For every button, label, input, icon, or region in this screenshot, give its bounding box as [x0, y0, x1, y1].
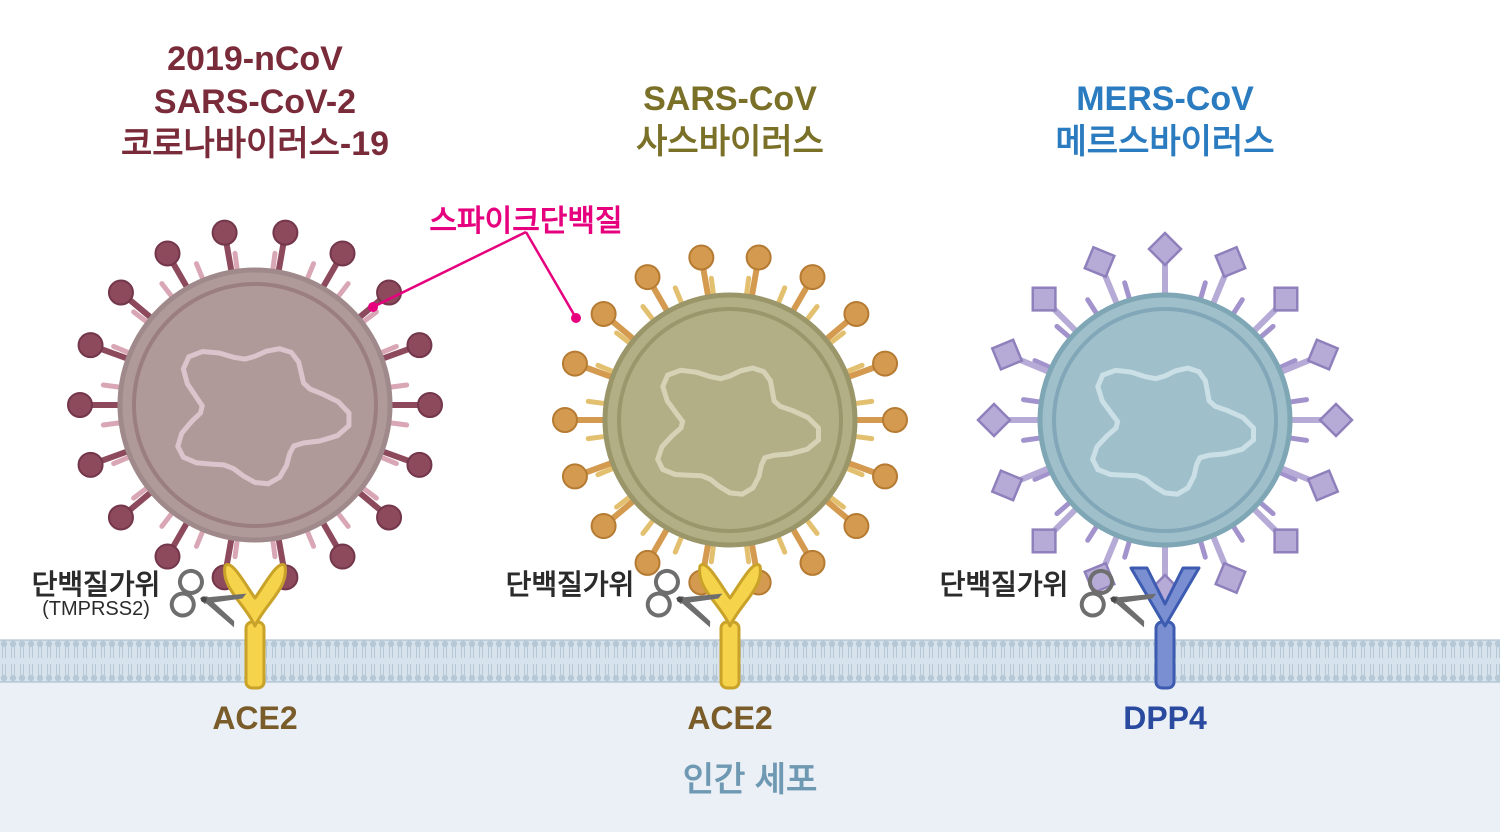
- protease-label: 단백질가위(TMPRSS2): [6, 570, 186, 620]
- receptor-label: ACE2: [660, 700, 800, 737]
- spike-protein-label: 스파이크단백질: [406, 196, 646, 240]
- callout-line: [373, 232, 526, 307]
- virus-sarscov: [553, 246, 907, 595]
- protease-label: 단백질가위: [914, 570, 1094, 599]
- virus-title-sarscov: SARS-CoV 사스바이러스: [530, 78, 930, 163]
- virus-merscov: [978, 233, 1352, 607]
- receptor-label: DPP4: [1095, 700, 1235, 737]
- callout-line: [526, 232, 576, 318]
- callout-dot: [571, 313, 581, 323]
- diagram-stage: 인간 세포 2019-nCoV SARS-CoV-2 코로나바이러스-19 ACE2…: [0, 0, 1500, 832]
- protease-label: 단백질가위: [480, 570, 660, 599]
- virus-title-sarscov2: 2019-nCoV SARS-CoV-2 코로나바이러스-19: [55, 38, 455, 166]
- receptor-label: ACE2: [185, 700, 325, 737]
- cell-label: 인간 세포: [650, 752, 850, 801]
- virus-sarscov2: [68, 221, 442, 590]
- virus-title-merscov: MERS-CoV 메르스바이러스: [965, 78, 1365, 163]
- callout-dot: [368, 302, 378, 312]
